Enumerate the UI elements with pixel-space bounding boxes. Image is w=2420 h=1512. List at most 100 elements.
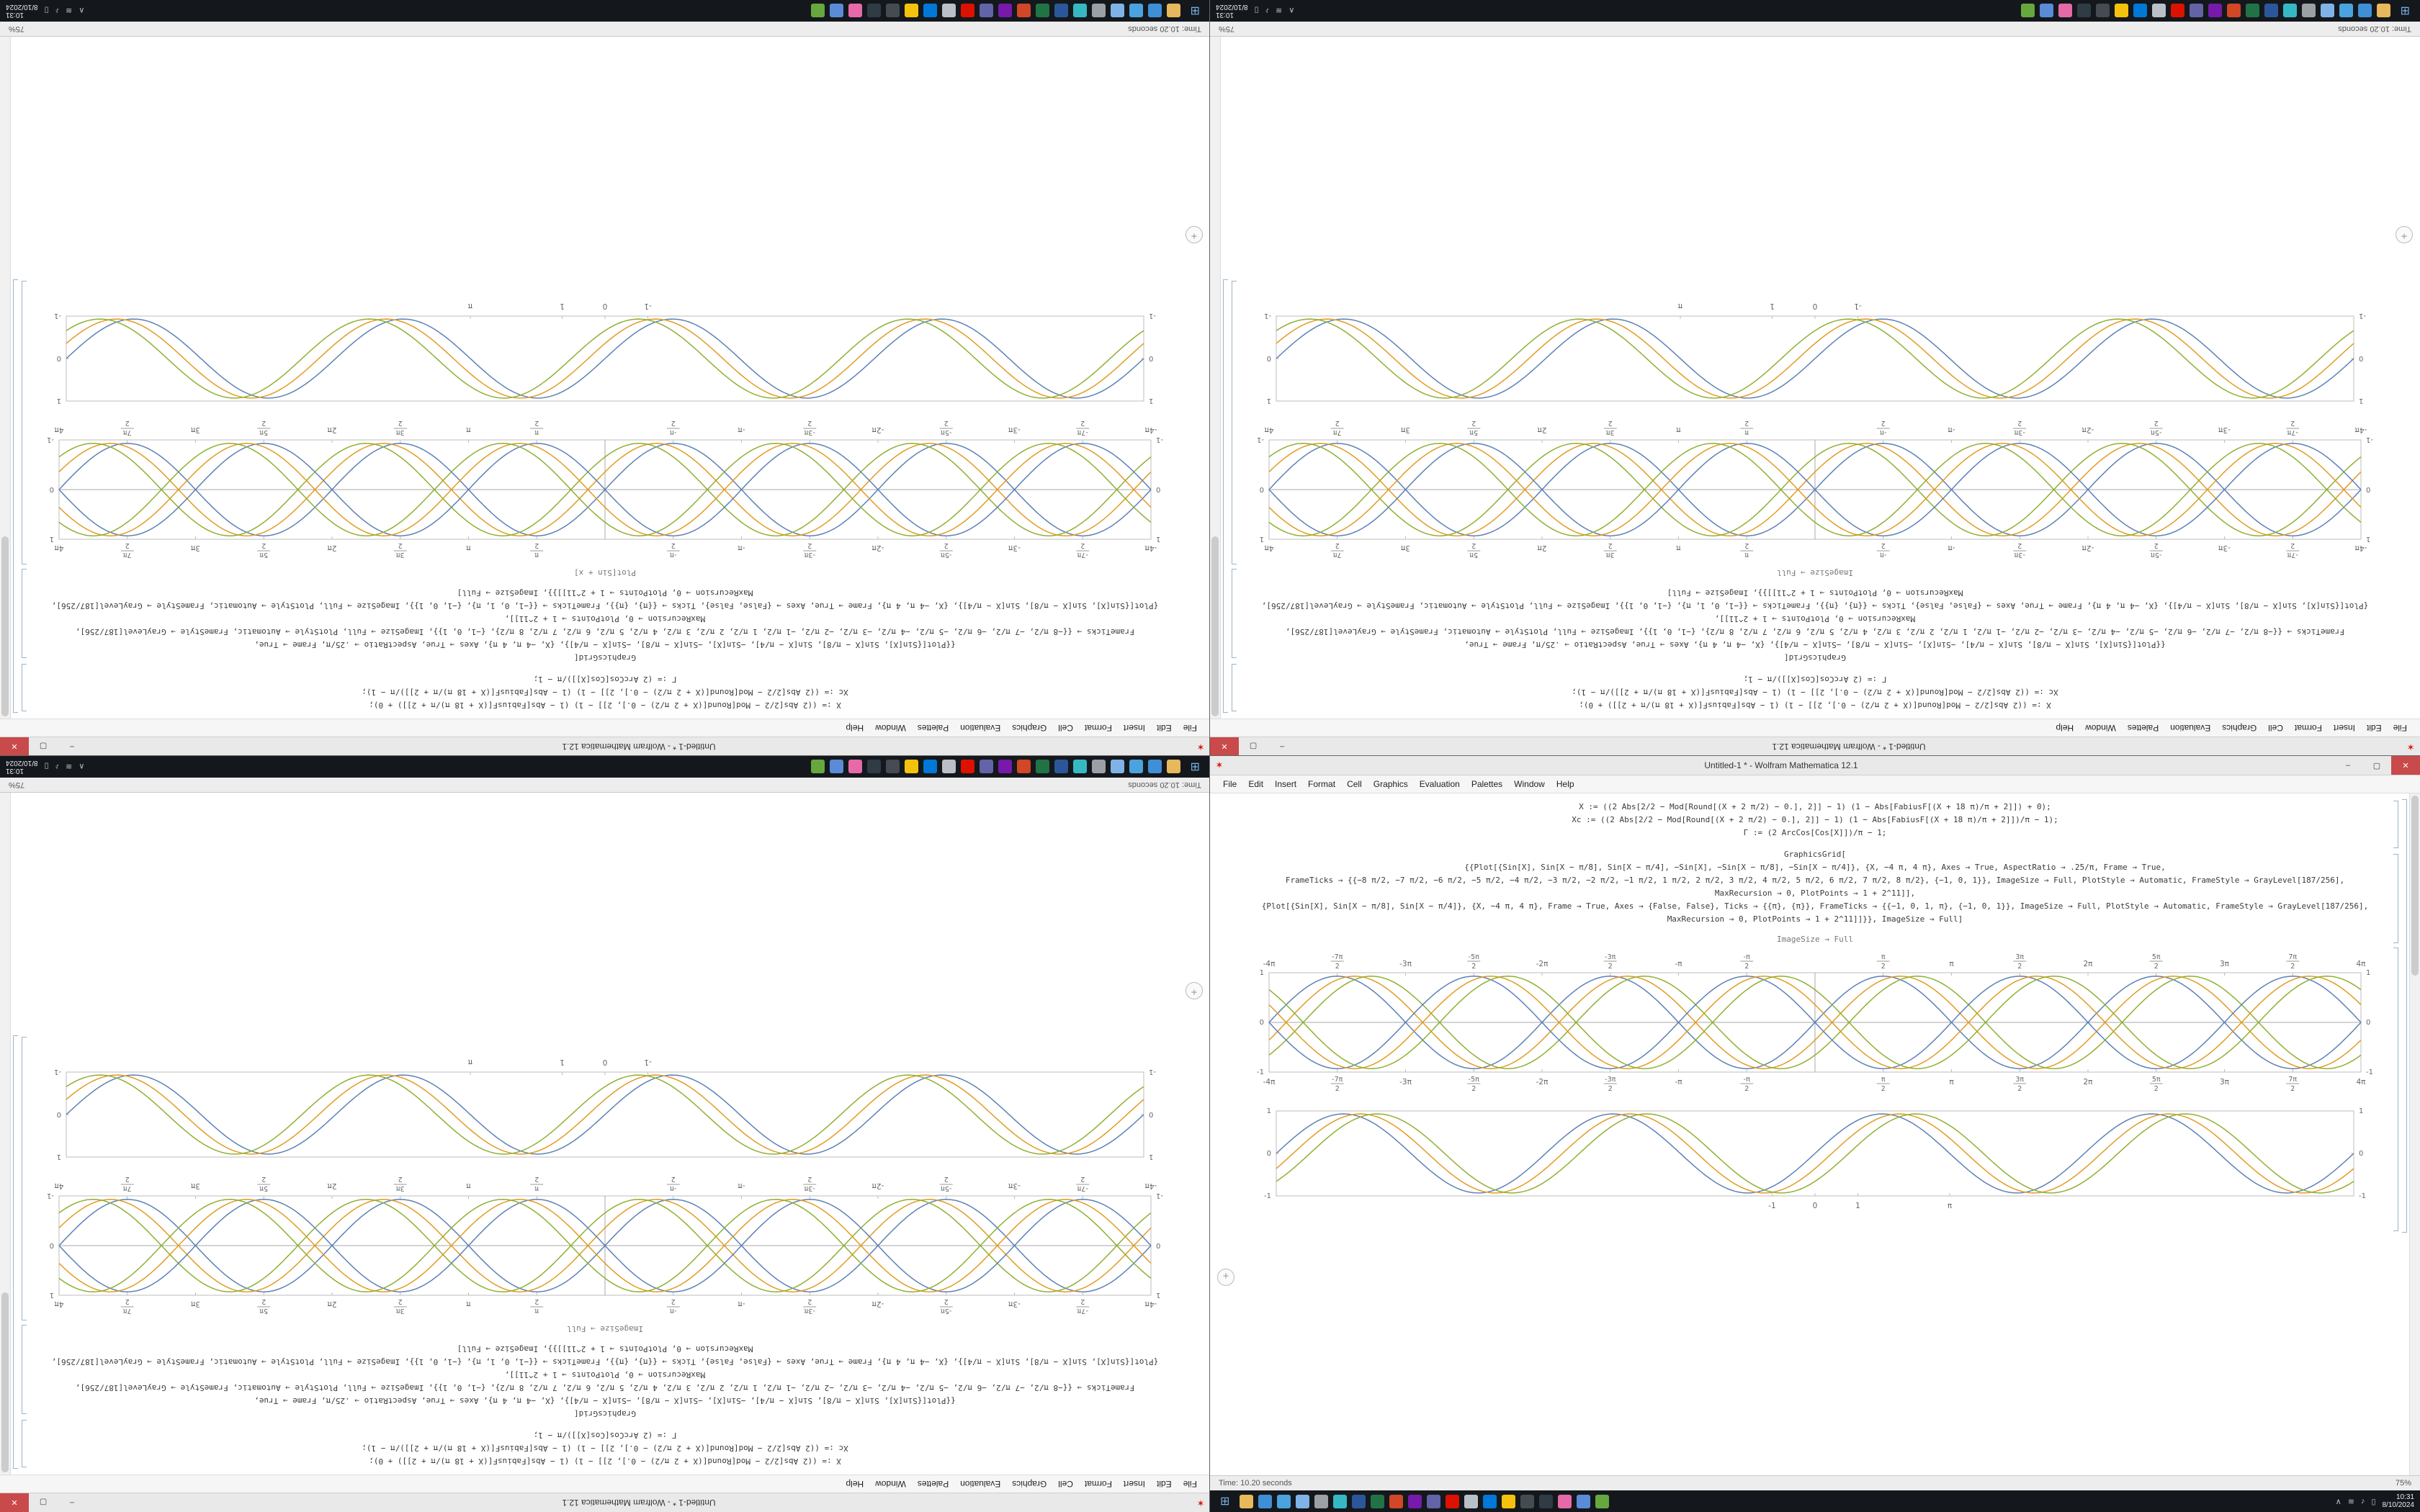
taskbar-app-onenote-icon[interactable] bbox=[1408, 1494, 1422, 1508]
zoom-level[interactable]: 75% bbox=[9, 780, 25, 789]
taskbar-app-browser-blue-icon[interactable] bbox=[1147, 4, 1162, 18]
menu-item-edit[interactable]: Edit bbox=[1156, 1479, 1172, 1489]
menu-item-file[interactable]: File bbox=[1183, 1479, 1197, 1489]
start-button[interactable]: ⊞ bbox=[1190, 760, 1200, 773]
taskbar-clock[interactable]: 10:31 8/10/2024 bbox=[2383, 1493, 2415, 1509]
taskbar-app-code-editor-icon[interactable] bbox=[923, 760, 937, 774]
vertical-scrollbar[interactable] bbox=[2409, 793, 2420, 1475]
insert-cell-button[interactable]: + bbox=[2396, 226, 2413, 243]
taskbar-app-browser-blue-icon[interactable] bbox=[2357, 4, 2372, 18]
input-cell-1[interactable]: X := ((2 Abs[2/2 − Mod[Round[(X + 2 π/2)… bbox=[43, 1428, 1167, 1467]
taskbar-app-chrome-icon[interactable] bbox=[904, 4, 918, 18]
input-cell-1-bracket[interactable] bbox=[2393, 801, 2398, 848]
braided-sine-plot[interactable]: -4π-4π-7π2-7π2-3π-3π-5π2-5π2-2π-2π-3π2-3… bbox=[36, 418, 1174, 562]
taskbar-app-file-explorer-icon[interactable] bbox=[1240, 1494, 1254, 1508]
minimize-button[interactable]: – bbox=[1279, 742, 1285, 751]
output-cell-bracket[interactable] bbox=[2393, 948, 2398, 1231]
input-cell-2[interactable]: GraphicsGrid[{{Plot[{Sin[X], Sin[X − π/8… bbox=[43, 586, 1167, 664]
input-cell-1[interactable]: X := ((2 Abs[2/2 − Mod[Round[(X + 2 π/2)… bbox=[1253, 672, 2377, 711]
taskbar-app-mathematica-icon[interactable] bbox=[960, 760, 974, 774]
chevron-up-icon[interactable]: ∧ bbox=[79, 6, 85, 15]
taskbar-app-teams-icon[interactable] bbox=[979, 4, 993, 18]
cell-group-bracket[interactable] bbox=[13, 279, 18, 713]
menu-item-help[interactable]: Help bbox=[2056, 723, 2074, 733]
taskbar-app-code-editor-icon[interactable] bbox=[923, 4, 937, 18]
notebook-area[interactable]: X := ((2 Abs[2/2 − Mod[Round[(X + 2 π/2)… bbox=[1210, 793, 2420, 1475]
close-button[interactable]: ✕ bbox=[0, 737, 29, 756]
taskbar-app-word-icon[interactable] bbox=[1352, 1494, 1366, 1508]
taskbar-app-excel-icon[interactable] bbox=[1371, 1494, 1385, 1508]
menu-item-palettes[interactable]: Palettes bbox=[917, 723, 949, 733]
taskbar-app-terminal-icon[interactable] bbox=[866, 760, 881, 774]
taskbar-app-excel-icon[interactable] bbox=[1035, 760, 1049, 774]
taskbar-app-onenote-icon[interactable] bbox=[2208, 4, 2222, 18]
taskbar-app-notepad-icon[interactable] bbox=[1464, 1494, 1479, 1508]
menu-item-cell[interactable]: Cell bbox=[1058, 723, 1073, 733]
menu-item-file[interactable]: File bbox=[1223, 779, 1237, 789]
notebook-area[interactable]: X := ((2 Abs[2/2 − Mod[Round[(X + 2 π/2)… bbox=[0, 793, 1210, 1475]
taskbar-app-mail-icon[interactable] bbox=[2339, 4, 2353, 18]
taskbar-app-teams-icon[interactable] bbox=[2189, 4, 2203, 18]
taskbar-app-notepad-icon[interactable] bbox=[941, 760, 956, 774]
scrollbar-thumb[interactable] bbox=[2411, 796, 2419, 976]
braided-sine-plot[interactable]: -4π-4π-7π2-7π2-3π-3π-5π2-5π2-2π-2π-3π2-3… bbox=[1246, 950, 2384, 1094]
menu-item-palettes[interactable]: Palettes bbox=[1471, 779, 1503, 789]
menu-item-help[interactable]: Help bbox=[846, 723, 864, 733]
window-titlebar[interactable]: ✶ Untitled-1 * - Wolfram Mathematica 12.… bbox=[0, 1493, 1210, 1512]
taskbar-app-photos-icon[interactable] bbox=[1296, 1494, 1310, 1508]
braided-sine-plot[interactable]: -4π-4π-7π2-7π2-3π-3π-5π2-5π2-2π-2π-3π2-3… bbox=[36, 1174, 1174, 1318]
menu-item-help[interactable]: Help bbox=[846, 1479, 864, 1489]
network-icon[interactable]: ≋ bbox=[66, 6, 73, 15]
taskbar-app-powerpoint-icon[interactable] bbox=[1016, 760, 1031, 774]
output-cell-bracket[interactable] bbox=[22, 281, 27, 564]
maximize-button[interactable]: ▢ bbox=[2372, 761, 2381, 770]
taskbar-app-chrome-icon[interactable] bbox=[2114, 4, 2128, 18]
maximize-button[interactable]: ▢ bbox=[1249, 742, 1258, 751]
window-titlebar[interactable]: ✶ Untitled-1 * - Wolfram Mathematica 12.… bbox=[0, 737, 1210, 756]
taskbar-app-mail-icon[interactable] bbox=[1129, 760, 1143, 774]
taskbar-clock[interactable]: 10:31 8/10/2024 bbox=[6, 759, 38, 775]
taskbar-app-chrome-icon[interactable] bbox=[1502, 1494, 1516, 1508]
taskbar-app-powerpoint-icon[interactable] bbox=[2226, 4, 2241, 18]
close-button[interactable]: ✕ bbox=[0, 1493, 29, 1512]
taskbar-app-code-editor-icon[interactable] bbox=[2133, 4, 2147, 18]
menu-item-insert[interactable]: Insert bbox=[1123, 723, 1145, 733]
menu-item-evaluation[interactable]: Evaluation bbox=[960, 1479, 1001, 1489]
chevron-up-icon[interactable]: ∧ bbox=[2335, 1497, 2341, 1506]
volume-icon[interactable]: ♪ bbox=[55, 762, 60, 771]
taskbar-app-calculator-icon[interactable] bbox=[1577, 1494, 1591, 1508]
input-cell-2[interactable]: GraphicsGrid[{{Plot[{Sin[X], Sin[X − π/8… bbox=[43, 1342, 1167, 1420]
taskbar-app-word-icon[interactable] bbox=[1054, 4, 1068, 18]
taskbar-app-mail-icon[interactable] bbox=[1129, 4, 1143, 18]
menu-item-cell[interactable]: Cell bbox=[1058, 1479, 1073, 1489]
taskbar-app-media-player-icon[interactable] bbox=[810, 4, 825, 18]
menu-item-window[interactable]: Window bbox=[1514, 779, 1545, 789]
input-cell-1-bracket[interactable] bbox=[1232, 664, 1237, 711]
vertical-scrollbar[interactable] bbox=[0, 793, 11, 1475]
input-cell-2[interactable]: GraphicsGrid[{{Plot[{Sin[X], Sin[X − π/8… bbox=[1253, 586, 2377, 664]
taskbar-app-notepad-icon[interactable] bbox=[941, 4, 956, 18]
taskbar-clock[interactable]: 10:31 8/10/2024 bbox=[1216, 3, 1248, 19]
input-cell-1[interactable]: X := ((2 Abs[2/2 − Mod[Round[(X + 2 π/2)… bbox=[43, 672, 1167, 711]
start-button[interactable]: ⊞ bbox=[1190, 4, 1200, 17]
smooth-sine-plot[interactable]: -1 0 1 π 1 1 0 0 -1 -1 bbox=[1253, 1102, 2377, 1218]
taskbar-app-paint-icon[interactable] bbox=[2058, 4, 2072, 18]
volume-icon[interactable]: ♪ bbox=[1265, 6, 1270, 15]
taskbar-app-paint-icon[interactable] bbox=[848, 760, 862, 774]
insert-cell-button[interactable]: + bbox=[1186, 982, 1203, 999]
minimize-button[interactable]: – bbox=[69, 742, 75, 751]
taskbar-app-paint-icon[interactable] bbox=[848, 4, 862, 18]
menu-item-help[interactable]: Help bbox=[1556, 779, 1574, 789]
taskbar-app-store-icon[interactable] bbox=[1333, 1494, 1348, 1508]
taskbar-app-notepad-icon[interactable] bbox=[2151, 4, 2166, 18]
menu-item-evaluation[interactable]: Evaluation bbox=[960, 723, 1001, 733]
insert-cell-button[interactable]: + bbox=[1217, 1269, 1234, 1286]
taskbar-app-calculator-icon[interactable] bbox=[829, 760, 843, 774]
notebook-area[interactable]: X := ((2 Abs[2/2 − Mod[Round[(X + 2 π/2)… bbox=[0, 37, 1210, 719]
menu-item-graphics[interactable]: Graphics bbox=[1012, 723, 1047, 733]
braided-sine-plot[interactable]: -4π-4π-7π2-7π2-3π-3π-5π2-5π2-2π-2π-3π2-3… bbox=[1246, 418, 2384, 562]
maximize-button[interactable]: ▢ bbox=[39, 742, 48, 751]
menu-item-evaluation[interactable]: Evaluation bbox=[1419, 779, 1460, 789]
taskbar-app-media-player-icon[interactable] bbox=[810, 760, 825, 774]
minimize-button[interactable]: – bbox=[2345, 761, 2351, 770]
